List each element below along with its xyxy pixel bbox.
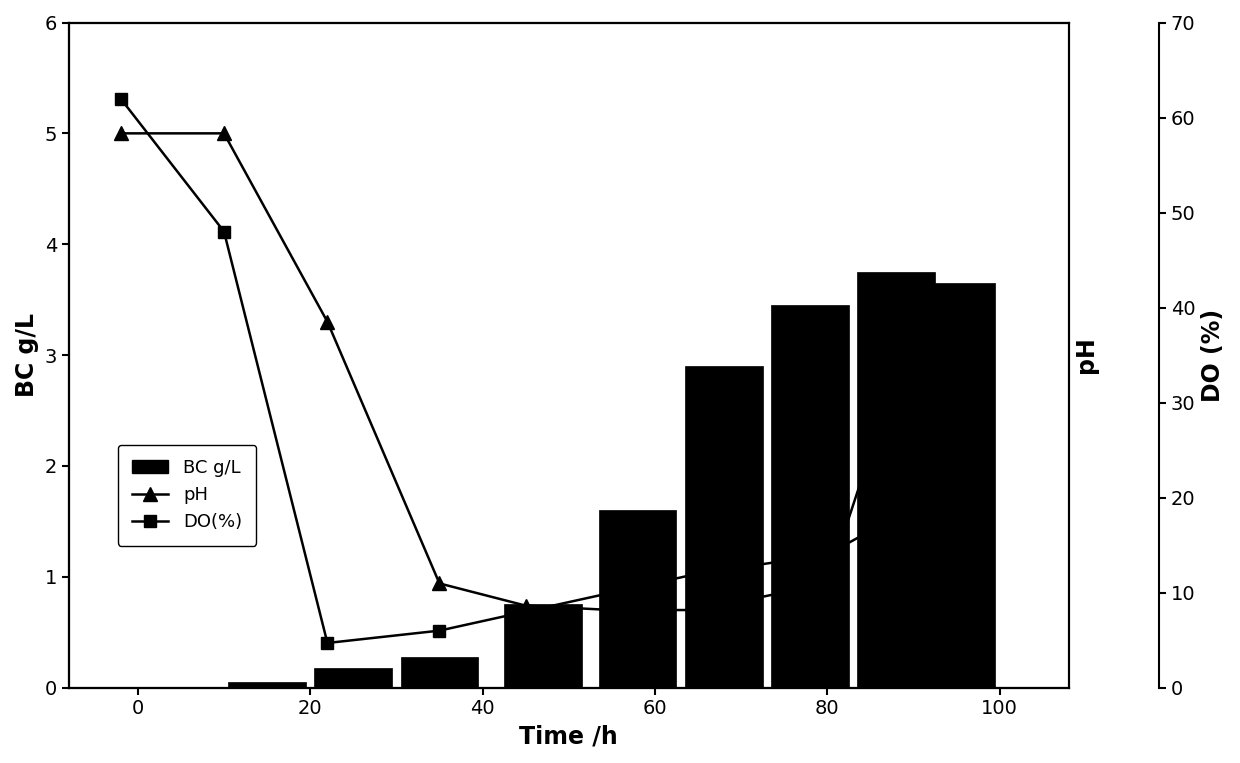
Bar [599,510,677,687]
Bar [771,305,849,687]
X-axis label: Time /h: Time /h [520,724,618,748]
Y-axis label: BC g/L: BC g/L [15,313,38,397]
Bar [918,283,996,687]
Bar [401,657,479,687]
Legend: BC g/L, pH, DO(%): BC g/L, pH, DO(%) [118,445,257,546]
Y-axis label: pH: pH [1074,336,1099,373]
Bar [228,682,306,687]
Bar [857,272,935,687]
Y-axis label: DO (%): DO (%) [1202,308,1225,401]
Bar [684,366,763,687]
Bar [505,604,582,687]
Bar [315,668,392,687]
